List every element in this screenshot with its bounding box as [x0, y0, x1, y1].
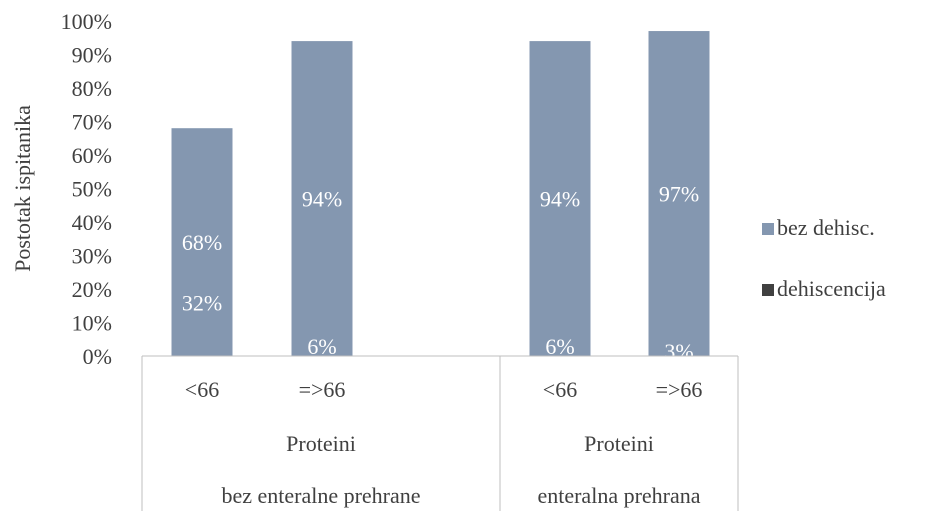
x-category-label: <66	[185, 377, 219, 402]
y-tick-label: 10%	[72, 311, 112, 336]
y-tick-label: 40%	[72, 210, 112, 235]
y-tick-label: 70%	[72, 110, 112, 135]
y-tick-label: 100%	[61, 9, 112, 34]
x-category-label: =>66	[656, 377, 703, 402]
data-label: 3%	[664, 339, 693, 364]
data-label: 6%	[307, 334, 336, 359]
data-labels: 32% 68% 6% 94% 6% 94% 3% 97%	[182, 182, 699, 364]
y-tick-label: 30%	[72, 244, 112, 269]
x-group-label: Proteini	[286, 431, 356, 456]
data-label: 94%	[302, 187, 342, 212]
x-group-label: Proteini	[584, 431, 654, 456]
x-group-label-outer: bez enteralne prehrane	[221, 483, 420, 508]
legend: bez dehisc. dehiscencija	[762, 215, 886, 301]
bar-segment-bez-dehisc	[648, 31, 710, 357]
x-category-label: <66	[543, 377, 577, 402]
bar-segment-bez-dehisc	[171, 128, 233, 356]
y-tick-label: 80%	[72, 76, 112, 101]
x-category-label: =>66	[299, 377, 346, 402]
x-group-label-outer: enteralna prehrana	[537, 483, 700, 508]
legend-swatch	[762, 223, 774, 235]
y-tick-label: 20%	[72, 277, 112, 302]
y-axis-ticks: 0% 10% 20% 30% 40% 50% 60% 70% 80% 90% 100%	[61, 9, 112, 369]
legend-label: bez dehisc.	[777, 215, 875, 240]
y-tick-label: 60%	[72, 143, 112, 168]
data-label: 68%	[182, 230, 222, 255]
bar-segment-bez-dehisc	[291, 41, 353, 356]
y-tick-label: 50%	[72, 177, 112, 202]
y-tick-label: 90%	[72, 43, 112, 68]
x-axis: <66 =>66 <66 =>66 Proteini bez enteralne preh…	[141, 355, 739, 511]
y-axis-title: Postotak ispitanika	[10, 105, 35, 272]
data-label: 97%	[659, 182, 699, 207]
data-label: 94%	[540, 187, 580, 212]
y-axis-title-group: Postotak ispitanika	[10, 105, 35, 272]
legend-label: dehiscencija	[777, 276, 886, 301]
y-tick-label: 0%	[83, 344, 112, 369]
data-label: 6%	[545, 334, 574, 359]
bar-segment-bez-dehisc	[529, 41, 591, 356]
data-label: 32%	[182, 290, 222, 315]
bars	[171, 31, 710, 357]
legend-swatch	[762, 284, 774, 296]
